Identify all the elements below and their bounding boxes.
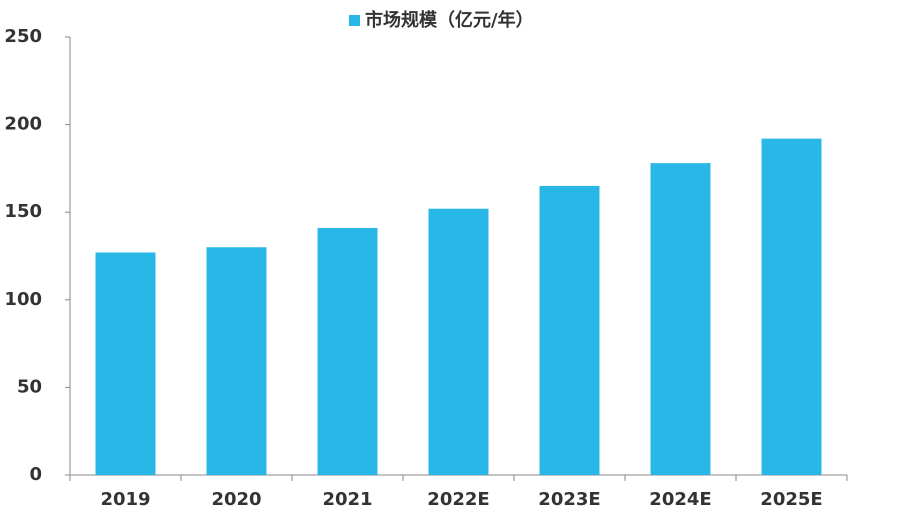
bar (539, 185, 600, 476)
x-tick-label: 2023E (538, 489, 600, 510)
bar (428, 208, 489, 476)
x-tick-label: 2024E (649, 489, 711, 510)
bar (317, 227, 378, 475)
x-tick-label: 2020 (211, 489, 261, 510)
y-tick-label: 150 (4, 201, 42, 222)
y-tick-label: 100 (4, 289, 42, 310)
bar (761, 138, 822, 475)
bar (95, 252, 156, 475)
legend-swatch (349, 15, 360, 26)
x-tick-label: 2019 (100, 489, 150, 510)
bar (650, 163, 711, 476)
x-tick-label: 2025E (760, 489, 822, 510)
y-tick-label: 250 (4, 26, 42, 47)
y-tick-label: 50 (17, 376, 42, 397)
legend-label: 市场规模（亿元/年） (365, 9, 534, 31)
y-tick-label: 0 (29, 464, 42, 485)
bar (206, 247, 267, 475)
x-tick-label: 2022E (427, 489, 489, 510)
x-tick-label: 2021 (322, 489, 372, 510)
y-tick-label: 200 (4, 114, 42, 135)
